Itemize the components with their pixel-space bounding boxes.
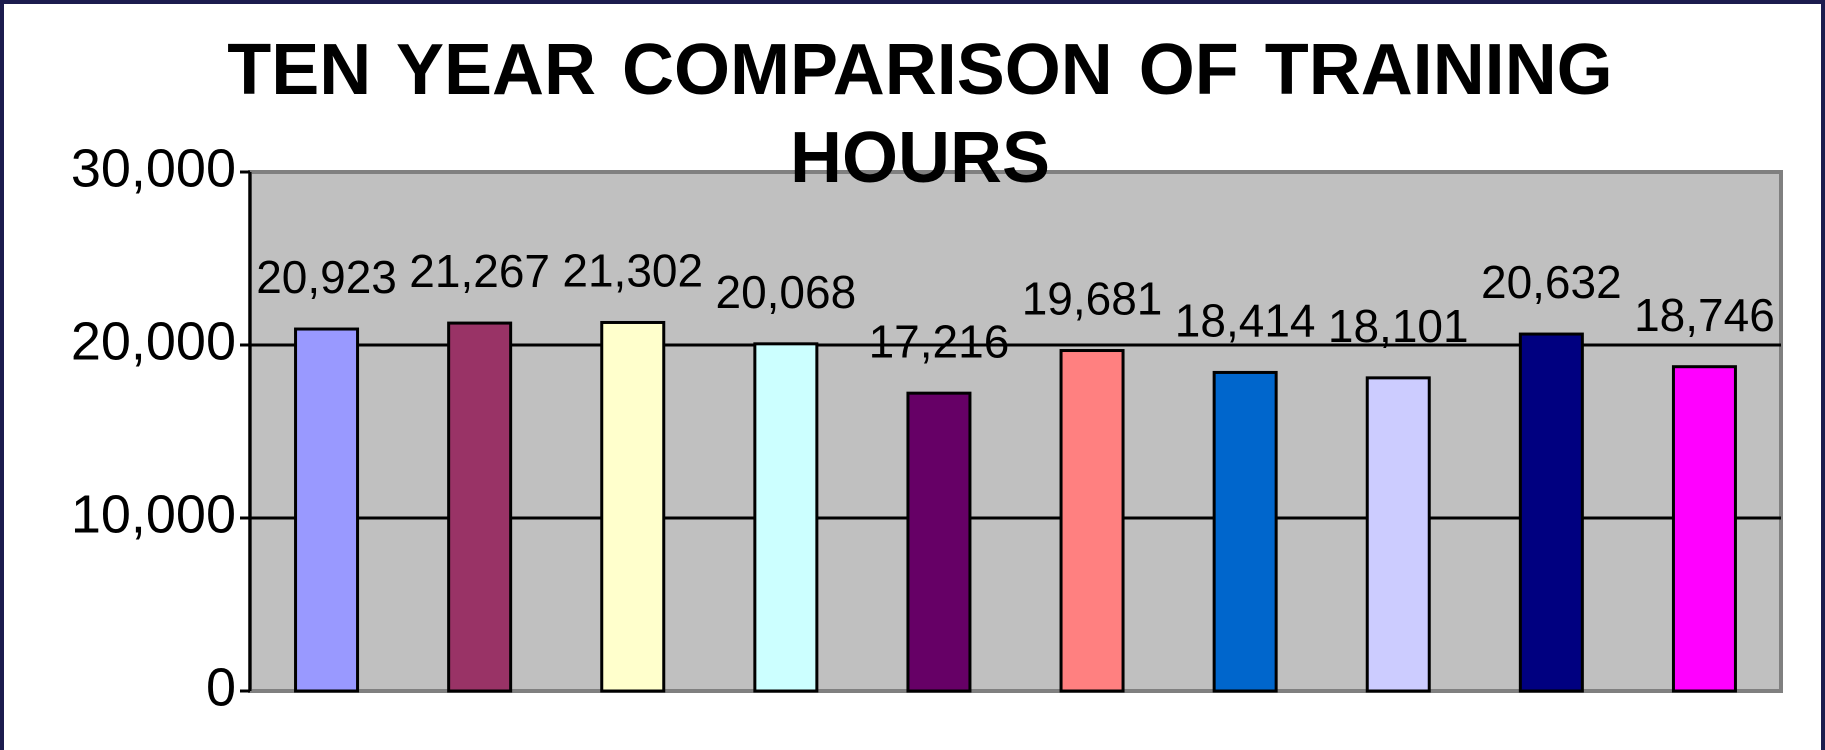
data-label: 18,101: [1328, 300, 1469, 352]
data-label: 21,267: [409, 245, 550, 297]
bar: [447, 321, 513, 693]
bar: [906, 391, 972, 693]
bar: [600, 320, 666, 693]
bar: [1212, 370, 1278, 693]
data-label: 18,414: [1175, 295, 1316, 347]
bar: [1518, 332, 1584, 693]
bar: [1365, 376, 1431, 693]
y-tick-label: 0: [206, 657, 236, 717]
bar: [1059, 349, 1125, 693]
data-label: 21,302: [562, 245, 703, 297]
chart-title: TEN YEAR COMPARISON OF TRAINING HOURS: [227, 30, 1613, 198]
data-label: 20,632: [1481, 256, 1622, 308]
data-label: 19,681: [1022, 273, 1163, 325]
data-label: 20,068: [715, 266, 856, 318]
bar: [753, 342, 819, 693]
data-label: 20,923: [256, 251, 397, 303]
bar: [294, 327, 360, 693]
bar: [1671, 365, 1737, 693]
y-tick-label: 20,000: [71, 311, 236, 371]
data-label: 18,746: [1634, 289, 1775, 341]
data-label: 17,216: [869, 315, 1010, 367]
y-tick-label: 10,000: [71, 484, 236, 544]
y-tick-label: 30,000: [71, 138, 236, 198]
